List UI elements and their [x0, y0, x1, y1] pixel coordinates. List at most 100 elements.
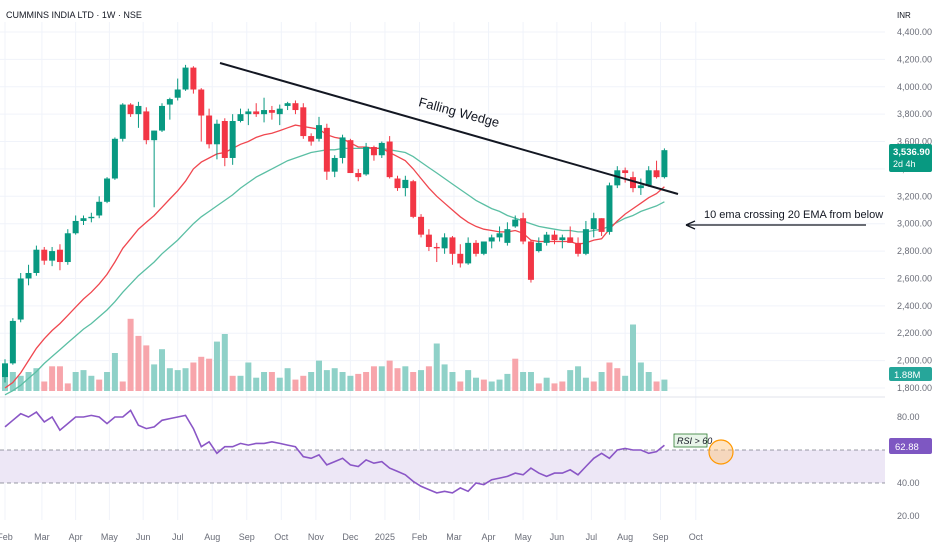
candle[interactable] — [606, 182, 613, 235]
candle[interactable] — [237, 108, 244, 123]
candle[interactable] — [637, 178, 644, 195]
volume-bar — [229, 375, 236, 391]
candle[interactable] — [135, 101, 142, 128]
volume-bar — [316, 360, 322, 391]
candle[interactable] — [49, 246, 56, 267]
candle[interactable] — [433, 242, 440, 263]
candlesticks[interactable] — [2, 64, 668, 383]
candle[interactable] — [598, 218, 605, 237]
candle[interactable] — [104, 177, 111, 204]
candle[interactable] — [88, 212, 95, 223]
candle[interactable] — [245, 108, 252, 126]
candle[interactable] — [206, 108, 213, 149]
candle[interactable] — [33, 245, 40, 276]
candle[interactable] — [190, 66, 197, 94]
candle[interactable] — [441, 233, 448, 254]
candle[interactable] — [339, 134, 346, 164]
candle[interactable] — [480, 241, 487, 256]
candle[interactable] — [575, 237, 582, 257]
candle[interactable] — [143, 107, 150, 145]
candle-body — [292, 103, 299, 111]
candle[interactable] — [512, 215, 519, 228]
candle[interactable] — [543, 231, 550, 246]
candle[interactable] — [386, 136, 393, 179]
candle[interactable] — [473, 240, 479, 257]
candle[interactable] — [96, 196, 103, 219]
candle[interactable] — [622, 167, 629, 183]
candle[interactable] — [119, 103, 126, 142]
price-tick-label: 4,400.00 — [897, 27, 932, 37]
candle[interactable] — [457, 244, 464, 268]
candle-body — [49, 251, 56, 261]
candle[interactable] — [551, 230, 558, 245]
candle[interactable] — [64, 229, 71, 265]
candle-body — [190, 67, 197, 90]
candle[interactable] — [559, 234, 566, 249]
falling-wedge-trendline[interactable] — [219, 62, 679, 195]
candle[interactable] — [347, 138, 354, 174]
rsi-axis[interactable]: 80.00 40.00 20.00 — [897, 412, 920, 521]
candle[interactable] — [496, 226, 503, 242]
time-axis[interactable]: Feb Mar Apr May Jun Jul Aug Sep Oct Nov Dec 2025 Feb… — [0, 532, 703, 542]
candle[interactable] — [174, 78, 181, 101]
candle[interactable] — [653, 160, 660, 179]
candle[interactable] — [261, 97, 268, 123]
candle[interactable] — [80, 215, 87, 226]
candle[interactable] — [449, 236, 456, 265]
candle[interactable] — [331, 155, 338, 178]
candle[interactable] — [520, 212, 527, 245]
candle[interactable] — [316, 116, 322, 142]
candle[interactable] — [410, 179, 417, 219]
candle[interactable] — [661, 148, 668, 179]
candle[interactable] — [25, 264, 32, 286]
candle[interactable] — [323, 123, 330, 180]
candle[interactable] — [527, 240, 534, 283]
volume-bar — [355, 373, 362, 391]
candle[interactable] — [2, 359, 8, 383]
candle[interactable] — [488, 234, 495, 249]
candle[interactable] — [41, 246, 48, 265]
candle-body — [261, 110, 268, 115]
candle[interactable] — [292, 100, 299, 115]
candle[interactable] — [213, 119, 220, 160]
time-tick-label: Mar — [446, 532, 462, 542]
candle[interactable] — [9, 318, 16, 365]
candle[interactable] — [151, 130, 158, 208]
candle[interactable] — [363, 142, 370, 176]
candle-body — [253, 111, 260, 115]
candle[interactable] — [159, 103, 165, 132]
candle[interactable] — [418, 214, 425, 238]
candle[interactable] — [166, 97, 173, 120]
candle[interactable] — [535, 237, 542, 253]
candle[interactable] — [221, 118, 228, 167]
candle[interactable] — [276, 104, 283, 126]
candle[interactable] — [72, 215, 79, 235]
candle[interactable] — [198, 88, 205, 142]
volume-bar — [284, 368, 291, 391]
candle[interactable] — [111, 137, 118, 180]
volume-bar — [213, 341, 220, 391]
candle[interactable] — [300, 103, 307, 139]
candle[interactable] — [253, 103, 260, 117]
candle[interactable] — [370, 145, 377, 161]
candle[interactable] — [229, 114, 236, 165]
candle[interactable] — [17, 272, 24, 323]
candle[interactable] — [394, 175, 401, 191]
candle[interactable] — [268, 105, 275, 120]
candle[interactable] — [425, 229, 432, 252]
candle[interactable] — [465, 237, 472, 265]
candle[interactable] — [56, 244, 63, 271]
candle[interactable] — [402, 175, 409, 197]
candle[interactable] — [582, 220, 589, 256]
candle[interactable] — [127, 103, 134, 117]
candle[interactable] — [645, 166, 652, 187]
candle[interactable] — [308, 133, 315, 146]
candle[interactable] — [567, 226, 574, 243]
candle[interactable] — [284, 101, 291, 111]
candle[interactable] — [590, 212, 597, 238]
candle[interactable] — [355, 168, 362, 182]
candle[interactable] — [378, 141, 385, 158]
candle[interactable] — [504, 222, 511, 246]
candle[interactable] — [182, 64, 189, 91]
